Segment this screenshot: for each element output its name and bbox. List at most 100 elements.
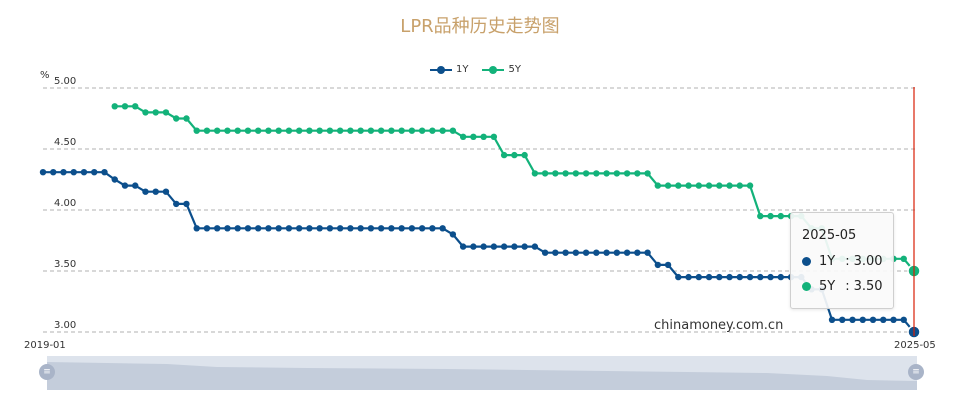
data-point-1y [326,225,334,232]
data-point-1y [869,316,877,323]
legend-item-5y[interactable]: 5Y [482,64,521,75]
data-point-1y [285,225,293,232]
data-point-5y [716,182,723,189]
data-point-1y [377,225,385,232]
tooltip-sep-5y: : [845,279,850,294]
data-point-1y [634,249,641,256]
zoom-handle-start-icon[interactable]: ≡ [39,364,55,380]
data-point-5y [705,182,713,189]
y-tick-label: 5.00 [54,76,76,87]
data-point-1y [552,249,559,256]
data-point-1y [121,182,129,189]
y-tick-label: 4.50 [54,137,76,148]
data-point-1y [603,249,610,256]
data-point-1y [295,225,303,232]
data-point-5y [367,127,375,134]
data-point-5y [295,127,303,134]
tooltip-dot-1y [802,257,811,266]
data-point-5y [900,255,907,262]
data-point-5y [254,127,262,134]
data-point-1y [675,273,682,281]
data-point-5y [173,115,180,122]
data-point-5y [214,127,221,134]
data-point-1y [214,225,221,232]
data-point-5y [357,127,364,134]
data-point-5y [388,127,395,134]
data-point-5y [326,127,334,134]
data-point-1y [336,225,344,232]
data-point-1y [654,261,662,269]
data-point-1y [429,225,436,232]
data-point-5y [531,170,539,177]
data-point-5y [439,127,446,134]
data-point-5y [654,182,662,189]
data-point-1y [726,273,733,281]
data-point-5y [582,170,590,177]
data-point-5y [552,170,559,177]
tooltip-value-1y: 3.00 [853,254,883,269]
data-point-5y [511,151,518,159]
y-tick-label: 3.00 [54,320,76,331]
data-point-5y [480,133,487,140]
data-point-1y [101,168,108,176]
data-point-1y [849,316,856,323]
tooltip-sep-1y: : [845,254,850,269]
data-point-5y [224,127,231,134]
data-point-1y [541,249,549,256]
data-point-1y [562,249,569,256]
data-point-1y [582,249,590,256]
data-point-5y [285,127,293,134]
data-point-1y [418,225,426,232]
y-tick-label: 3.50 [54,259,76,270]
legend-swatch-5y [482,65,505,75]
data-point-1y [449,231,457,238]
data-point-1y [572,249,580,256]
data-point-1y [880,316,887,323]
chart-title: LPR品种历史走势图 [400,16,560,37]
zoom-handle-end-icon[interactable]: ≡ [908,364,924,380]
data-point-5y [377,127,385,134]
data-point-5y [541,170,549,177]
legend-item-1y[interactable]: 1Y [430,64,468,75]
tooltip-dot-5y [802,282,811,291]
data-point-5y [306,127,313,134]
data-point-1y [839,316,846,323]
data-point-1y [736,273,743,281]
data-point-1y [695,273,703,281]
data-point-1y [470,243,477,250]
data-point-5y [500,151,508,159]
data-point-1y [152,188,159,195]
tooltip-name-1y: 1Y [819,254,836,269]
data-point-5y [726,182,733,189]
y-tick-label: 4.00 [54,198,76,209]
data-point-5y [777,212,784,220]
data-point-5y [675,182,682,189]
zoom-slider[interactable] [47,356,917,390]
data-point-5y [623,170,631,177]
data-point-1y [490,243,498,250]
data-point-1y [623,249,631,256]
data-point-1y [224,225,231,232]
data-point-5y [603,170,610,177]
tooltip-title: 2025-05 [802,228,857,243]
tooltip-row-5y: 5Y : 3.50 [802,279,883,294]
data-point-1y [613,249,621,256]
data-point-5y [459,133,467,140]
data-point-1y [593,249,600,256]
data-point-1y [306,225,313,232]
zoom-slider-preview [47,362,917,390]
data-point-1y [91,168,98,176]
data-point-5y [664,182,672,189]
data-point-1y [275,225,282,232]
data-point-5y [244,127,252,134]
x-tick-label-start: 2019-01 [24,340,66,351]
data-point-1y [408,225,416,232]
data-point-1y [173,200,180,208]
data-point-1y [777,273,784,281]
legend: 1Y 5Y [430,64,521,75]
data-point-5y [142,109,149,116]
data-point-1y [716,273,723,281]
data-point-5y [572,170,580,177]
data-point-1y [39,168,47,176]
